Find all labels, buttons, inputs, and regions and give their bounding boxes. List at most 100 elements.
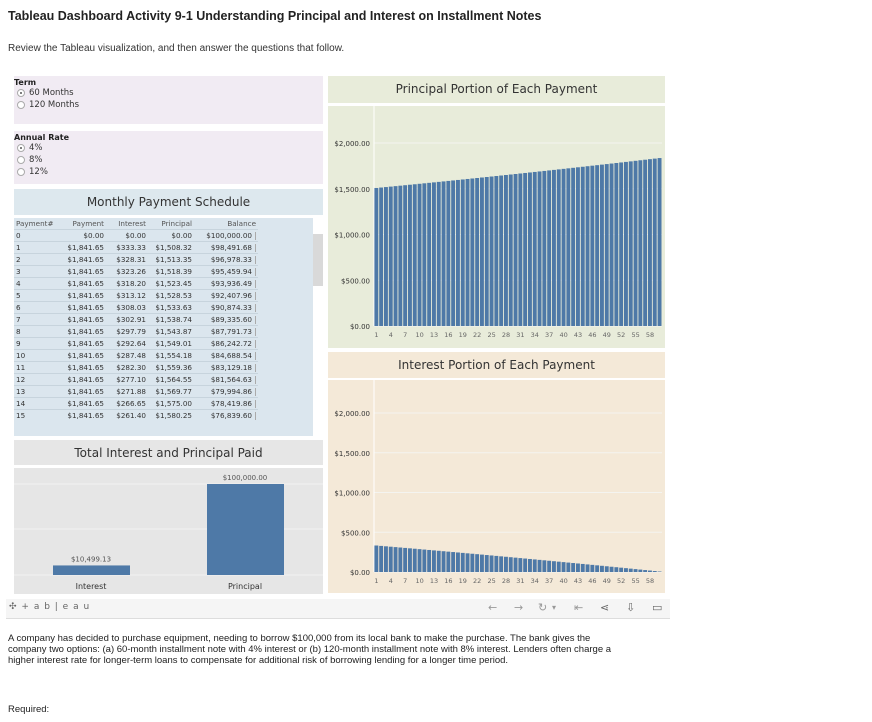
bar-principal — [207, 484, 284, 575]
bar — [489, 555, 494, 572]
cell-balance: $78,419.86 — [194, 397, 258, 410]
bar — [624, 568, 628, 572]
table-row[interactable]: 5 $1,841.65 $313.12 $1,528.53 $92,407.96 — [14, 289, 258, 302]
table-row[interactable]: 2 $1,841.65 $328.31 $1,513.35 $96,978.33 — [14, 253, 258, 266]
cell-payment: $1,841.65 — [60, 301, 106, 314]
table-row[interactable]: 10 $1,841.65 $287.48 $1,554.18 $84,688.54 — [14, 349, 258, 362]
x-tick-label: 37 — [545, 577, 553, 585]
bar — [580, 166, 585, 326]
cell-payment-number: 14 — [14, 397, 60, 410]
table-row[interactable]: 12 $1,841.65 $277.10 $1,564.55 $81,564.63 — [14, 373, 258, 386]
x-tick-label: 1 — [374, 577, 378, 585]
term-option-120[interactable]: 120 Months — [14, 99, 323, 111]
x-tick-label: 16 — [444, 331, 452, 339]
bar — [604, 164, 609, 326]
x-tick-label: 49 — [603, 577, 611, 585]
cell-balance: $76,839.60 — [194, 409, 258, 421]
download-icon[interactable]: ⇩ — [626, 601, 636, 614]
table-row[interactable]: 15 $1,841.65 $261.40 $1,580.25 $76,839.60 — [14, 409, 258, 421]
term-filter-label: Term — [14, 78, 37, 87]
bar — [374, 187, 379, 326]
category-label: Principal — [228, 582, 262, 591]
cell-payment-number: 2 — [14, 253, 60, 266]
cell-principal: $1,513.35 — [148, 253, 194, 266]
cell-payment: $1,841.65 — [60, 337, 106, 350]
cell-principal: $1,559.36 — [148, 361, 194, 374]
cell-balance: $81,564.63 — [194, 373, 258, 386]
reset-icon[interactable]: ⇤ — [574, 601, 584, 614]
bar — [652, 571, 657, 572]
bar — [508, 557, 513, 572]
rate-option-8[interactable]: 8% — [14, 154, 323, 166]
table-row[interactable]: 14 $1,841.65 $266.65 $1,575.00 $78,419.86 — [14, 397, 258, 410]
col-payment-number: Payment# — [16, 219, 54, 228]
x-tick-label: 13 — [430, 577, 438, 585]
table-row[interactable]: 3 $1,841.65 $323.26 $1,518.39 $95,459.94 — [14, 265, 258, 278]
table-row[interactable]: 9 $1,841.65 $292.64 $1,549.01 $86,242.72 — [14, 337, 258, 350]
revert-icon[interactable]: ↻ — [538, 601, 548, 614]
category-label: Interest — [76, 582, 107, 591]
schedule-table: Payment# Payment Interest Principal Bala… — [14, 218, 258, 421]
x-tick-label: 40 — [559, 331, 567, 339]
rate-option-12[interactable]: 12% — [14, 166, 323, 178]
x-tick-label: 10 — [415, 331, 423, 339]
table-row[interactable]: 6 $1,841.65 $308.03 $1,533.63 $90,874.33 — [14, 301, 258, 314]
x-tick-label: 34 — [531, 331, 539, 339]
table-row[interactable]: 8 $1,841.65 $297.79 $1,543.87 $87,791.73 — [14, 325, 258, 338]
fullscreen-icon[interactable]: ▭ — [652, 601, 663, 614]
table-row[interactable]: 13 $1,841.65 $271.88 $1,569.77 $79,994.86 — [14, 385, 258, 398]
radio-icon[interactable] — [17, 168, 25, 176]
data-label: $100,000.00 — [223, 474, 268, 482]
table-scrollbar[interactable] — [313, 234, 323, 286]
radio-icon[interactable] — [17, 101, 25, 109]
cell-interest: $261.40 — [106, 409, 148, 421]
radio-icon[interactable] — [17, 156, 25, 164]
table-row[interactable]: 0 $0.00 $0.00 $0.00 $100,000.00 — [14, 229, 258, 242]
page-subtitle: Review the Tableau visualization, and th… — [8, 43, 345, 54]
x-tick-label: 31 — [516, 577, 524, 585]
bar — [600, 565, 604, 572]
bar — [571, 563, 576, 572]
tableau-logo-text: + a b | e a u — [21, 602, 91, 612]
cell-payment-number: 1 — [14, 241, 60, 254]
bar — [633, 569, 638, 572]
revert-dropdown-icon[interactable]: ▾ — [552, 603, 557, 612]
cell-principal: $1,508.32 — [148, 241, 194, 254]
undo-icon[interactable]: ← — [488, 601, 498, 614]
cell-interest: $292.64 — [106, 337, 148, 350]
bar — [580, 563, 585, 572]
tableau-logo[interactable]: ✣ + a b | e a u — [9, 602, 90, 612]
redo-icon[interactable]: → — [514, 601, 524, 614]
table-row[interactable]: 4 $1,841.65 $318.20 $1,523.45 $93,936.49 — [14, 277, 258, 290]
cell-interest: $297.79 — [106, 325, 148, 338]
bar — [657, 158, 662, 326]
option-label: 4% — [29, 143, 43, 153]
bar — [648, 159, 652, 326]
radio-selected-icon[interactable] — [17, 144, 25, 152]
rate-option-4[interactable]: 4% — [14, 142, 323, 154]
radio-selected-icon[interactable] — [17, 89, 25, 97]
bar — [504, 556, 508, 572]
bar — [408, 548, 412, 572]
schedule-table-wrap[interactable]: Payment# Payment Interest Principal Bala… — [14, 218, 313, 436]
bar — [388, 546, 393, 572]
share-icon[interactable]: ⋖ — [600, 601, 610, 614]
table-row[interactable]: 1 $1,841.65 $333.33 $1,508.32 $98,491.68 — [14, 241, 258, 254]
table-header-row: Payment# Payment Interest Principal Bala… — [14, 218, 258, 230]
table-row[interactable]: 7 $1,841.65 $302.91 $1,538.74 $89,335.60 — [14, 313, 258, 326]
bar — [595, 165, 600, 326]
bar — [412, 184, 417, 326]
y-tick-label: $1,000.00 — [334, 232, 370, 240]
bar — [398, 547, 403, 572]
bar — [532, 559, 537, 572]
cell-payment-number: 8 — [14, 325, 60, 338]
bar — [388, 186, 393, 326]
term-option-60[interactable]: 60 Months — [14, 87, 323, 99]
cell-balance: $79,994.86 — [194, 385, 258, 398]
principal-chart-title: Principal Portion of Each Payment — [328, 76, 665, 103]
bar — [441, 551, 446, 572]
cell-payment-number: 6 — [14, 301, 60, 314]
table-row[interactable]: 11 $1,841.65 $282.30 $1,559.36 $83,129.18 — [14, 361, 258, 374]
x-tick-label: 7 — [403, 577, 407, 585]
cell-interest: $318.20 — [106, 277, 148, 290]
